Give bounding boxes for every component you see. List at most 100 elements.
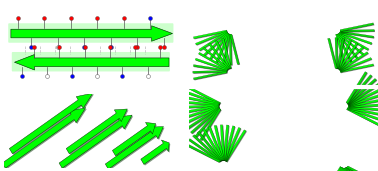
Polygon shape: [194, 31, 228, 40]
Polygon shape: [215, 126, 225, 161]
Polygon shape: [195, 31, 227, 45]
Polygon shape: [340, 23, 373, 31]
Polygon shape: [336, 34, 352, 63]
FancyArrow shape: [105, 127, 163, 169]
Polygon shape: [215, 33, 229, 63]
Polygon shape: [346, 167, 378, 171]
Polygon shape: [221, 126, 226, 161]
Polygon shape: [193, 65, 228, 71]
Polygon shape: [339, 31, 374, 38]
Polygon shape: [186, 144, 222, 163]
Polygon shape: [347, 83, 378, 106]
Polygon shape: [200, 32, 228, 51]
FancyArrow shape: [9, 93, 93, 154]
Polygon shape: [199, 53, 229, 71]
Polygon shape: [193, 135, 223, 162]
Polygon shape: [333, 168, 344, 171]
Polygon shape: [348, 108, 378, 123]
Polygon shape: [214, 125, 224, 160]
Polygon shape: [338, 33, 364, 55]
Polygon shape: [181, 95, 220, 105]
Polygon shape: [187, 107, 220, 129]
Polygon shape: [195, 108, 221, 138]
Polygon shape: [229, 34, 232, 65]
FancyArrow shape: [2, 108, 86, 168]
Polygon shape: [223, 34, 230, 65]
Polygon shape: [203, 129, 224, 161]
Polygon shape: [341, 64, 374, 73]
Polygon shape: [344, 168, 364, 171]
Polygon shape: [223, 39, 232, 69]
Polygon shape: [203, 47, 229, 70]
Polygon shape: [185, 85, 221, 104]
Polygon shape: [199, 31, 228, 51]
Polygon shape: [347, 107, 378, 122]
Polygon shape: [208, 127, 224, 160]
Polygon shape: [340, 52, 369, 72]
Polygon shape: [349, 104, 378, 108]
Polygon shape: [203, 32, 228, 56]
Polygon shape: [343, 168, 353, 171]
Polygon shape: [337, 35, 353, 63]
Polygon shape: [193, 70, 227, 73]
Polygon shape: [345, 168, 365, 171]
Polygon shape: [346, 72, 367, 104]
Polygon shape: [185, 143, 221, 162]
Polygon shape: [339, 32, 369, 50]
Polygon shape: [184, 107, 220, 125]
FancyArrow shape: [67, 110, 129, 155]
Polygon shape: [340, 29, 374, 32]
Polygon shape: [340, 32, 373, 45]
Polygon shape: [340, 32, 375, 39]
Polygon shape: [194, 65, 228, 72]
Polygon shape: [226, 130, 247, 163]
Polygon shape: [198, 52, 228, 70]
Polygon shape: [349, 88, 378, 107]
Polygon shape: [348, 93, 378, 107]
Polygon shape: [222, 38, 231, 68]
Polygon shape: [328, 38, 337, 68]
Polygon shape: [341, 23, 374, 32]
Polygon shape: [328, 39, 338, 69]
Polygon shape: [338, 43, 358, 70]
Polygon shape: [343, 168, 347, 171]
Polygon shape: [224, 126, 229, 161]
Polygon shape: [335, 38, 338, 69]
Polygon shape: [338, 39, 345, 70]
FancyBboxPatch shape: [8, 23, 174, 43]
Polygon shape: [181, 106, 219, 120]
Polygon shape: [340, 57, 372, 72]
Polygon shape: [339, 52, 368, 71]
Polygon shape: [209, 44, 231, 70]
Polygon shape: [215, 40, 231, 69]
Polygon shape: [188, 139, 221, 162]
FancyArrow shape: [142, 141, 170, 166]
Polygon shape: [341, 58, 372, 73]
Polygon shape: [194, 71, 228, 74]
Polygon shape: [344, 169, 359, 171]
Polygon shape: [197, 131, 222, 161]
Polygon shape: [338, 34, 359, 60]
FancyArrow shape: [66, 109, 127, 154]
Polygon shape: [230, 35, 233, 66]
Polygon shape: [196, 31, 228, 46]
Polygon shape: [225, 127, 235, 162]
Polygon shape: [348, 79, 377, 106]
Polygon shape: [336, 38, 339, 69]
FancyArrow shape: [106, 128, 164, 170]
Polygon shape: [215, 41, 231, 69]
FancyArrow shape: [11, 26, 172, 41]
Polygon shape: [225, 130, 246, 162]
Polygon shape: [321, 166, 342, 171]
Polygon shape: [343, 168, 359, 171]
Polygon shape: [337, 38, 344, 69]
Polygon shape: [225, 127, 241, 162]
Polygon shape: [181, 106, 220, 115]
Polygon shape: [339, 32, 372, 44]
Polygon shape: [347, 167, 378, 171]
Polygon shape: [223, 34, 231, 65]
Polygon shape: [183, 90, 220, 105]
Polygon shape: [182, 106, 220, 120]
Polygon shape: [180, 104, 219, 109]
Polygon shape: [230, 34, 239, 64]
